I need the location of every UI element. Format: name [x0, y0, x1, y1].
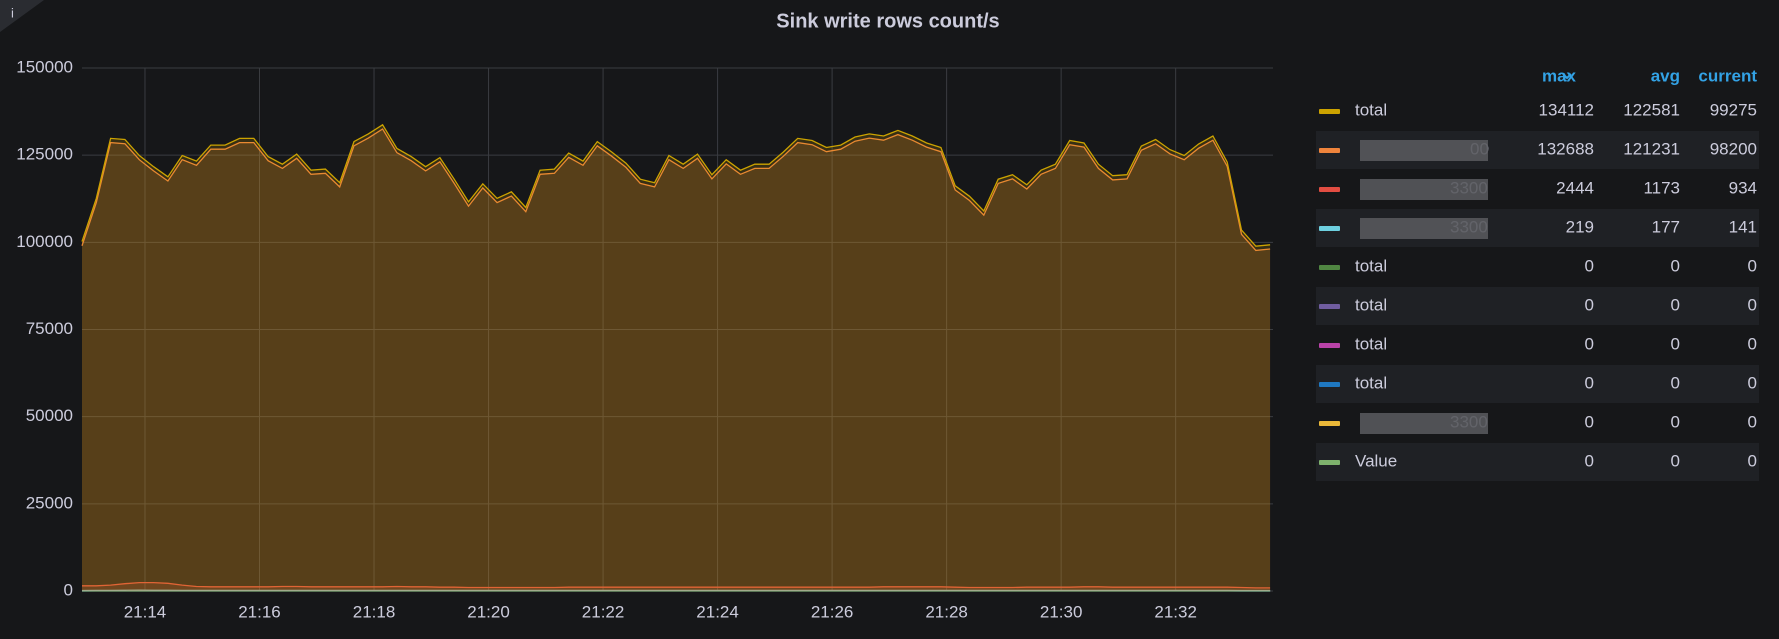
legend-avg: 122581	[1623, 100, 1680, 119]
legend-avg: 121231	[1623, 139, 1680, 158]
redaction-blur	[1360, 413, 1488, 434]
y-tick-label: 150000	[16, 57, 73, 76]
series-line	[82, 581, 1271, 589]
series-area	[82, 129, 1271, 591]
redaction-blur	[1360, 218, 1488, 239]
legend-avg: 1173	[1643, 178, 1680, 197]
y-tick-label: 25000	[26, 493, 73, 512]
legend-name[interactable]: total	[1355, 373, 1387, 392]
legend-current: 0	[1748, 412, 1757, 431]
legend-name[interactable]: total	[1355, 334, 1387, 353]
x-tick-label: 21:30	[1040, 602, 1083, 621]
legend-max: 0	[1585, 295, 1594, 314]
legend-swatch	[1319, 382, 1340, 387]
legend-name[interactable]: total	[1355, 295, 1387, 314]
x-tick-label: 21:22	[582, 602, 625, 621]
y-tick-label: 100000	[16, 232, 73, 251]
redaction-blur	[1360, 140, 1488, 161]
legend-current: 99275	[1710, 100, 1757, 119]
legend-swatch	[1319, 304, 1340, 309]
legend-avg: 0	[1671, 295, 1680, 314]
legend-max: 134112	[1539, 100, 1594, 119]
series-line	[81, 128, 1271, 252]
legend: max avg current total 134112 122581 99275 0 0 132…	[1316, 66, 1759, 481]
legend-max: 0	[1585, 256, 1594, 275]
x-tick-label: 21:14	[124, 602, 167, 621]
legend-swatch	[1319, 226, 1340, 231]
legend-swatch	[1319, 265, 1340, 270]
plot	[81, 123, 1271, 592]
legend-swatch	[1319, 421, 1340, 426]
legend-row-stripe	[1316, 365, 1759, 403]
legend-column-header[interactable]: avg	[1651, 66, 1680, 85]
y-tick-label: 125000	[16, 145, 73, 164]
legend-avg: 0	[1671, 412, 1680, 431]
legend-name[interactable]: total	[1355, 256, 1387, 275]
legend-max: 0	[1585, 334, 1594, 353]
legend-max: 219	[1566, 217, 1594, 236]
x-tick-label: 21:24	[696, 602, 739, 621]
legend-swatch	[1319, 343, 1340, 348]
x-tick-label: 21:26	[811, 602, 854, 621]
legend-swatch	[1319, 109, 1340, 114]
legend-row-stripe	[1316, 287, 1759, 325]
x-tick-label: 21:20	[467, 602, 510, 621]
x-tick-label: 21:32	[1154, 602, 1197, 621]
legend-max: 2444	[1556, 178, 1594, 197]
legend-avg: 0	[1671, 334, 1680, 353]
legend-current: 0	[1748, 295, 1757, 314]
legend-avg: 177	[1652, 217, 1680, 236]
x-tick-label: 21:16	[238, 602, 281, 621]
series-area	[82, 124, 1271, 592]
info-icon: i	[11, 5, 14, 20]
legend-column-header[interactable]: max	[1542, 66, 1577, 85]
series-area	[82, 582, 1271, 591]
legend-swatch	[1319, 187, 1340, 192]
y-tick-label: 50000	[26, 406, 73, 425]
legend-row-stripe	[1316, 443, 1759, 481]
legend-column-header[interactable]: current	[1698, 66, 1757, 85]
legend-max: 0	[1585, 412, 1594, 431]
legend-current: 141	[1729, 217, 1757, 236]
redaction-blur	[1360, 179, 1488, 200]
y-tick-label: 75000	[26, 319, 73, 338]
legend-current: 934	[1729, 178, 1757, 197]
sort-chevron	[1562, 73, 1572, 80]
legend-max: 0	[1585, 451, 1594, 470]
legend-name[interactable]: Value	[1355, 451, 1397, 470]
x-tick-label: 21:28	[925, 602, 968, 621]
legend-avg: 0	[1671, 451, 1680, 470]
info-corner[interactable]	[0, 0, 44, 32]
series-line	[81, 123, 1271, 247]
legend-swatch	[1319, 460, 1340, 465]
legend-max: 0	[1585, 373, 1594, 392]
legend-avg: 0	[1671, 373, 1680, 392]
legend-name[interactable]: total	[1355, 100, 1387, 119]
y-tick-label: 0	[64, 580, 73, 599]
legend-current: 98200	[1710, 139, 1757, 158]
legend-avg: 0	[1671, 256, 1680, 275]
legend-swatch	[1319, 148, 1340, 153]
legend-current: 0	[1748, 373, 1757, 392]
legend-max: 132688	[1537, 139, 1594, 158]
x-tick-label: 21:18	[353, 602, 396, 621]
legend-current: 0	[1748, 334, 1757, 353]
legend-current: 0	[1748, 256, 1757, 275]
legend-current: 0	[1748, 451, 1757, 470]
chart-title: Sink write rows count/s	[776, 10, 999, 32]
